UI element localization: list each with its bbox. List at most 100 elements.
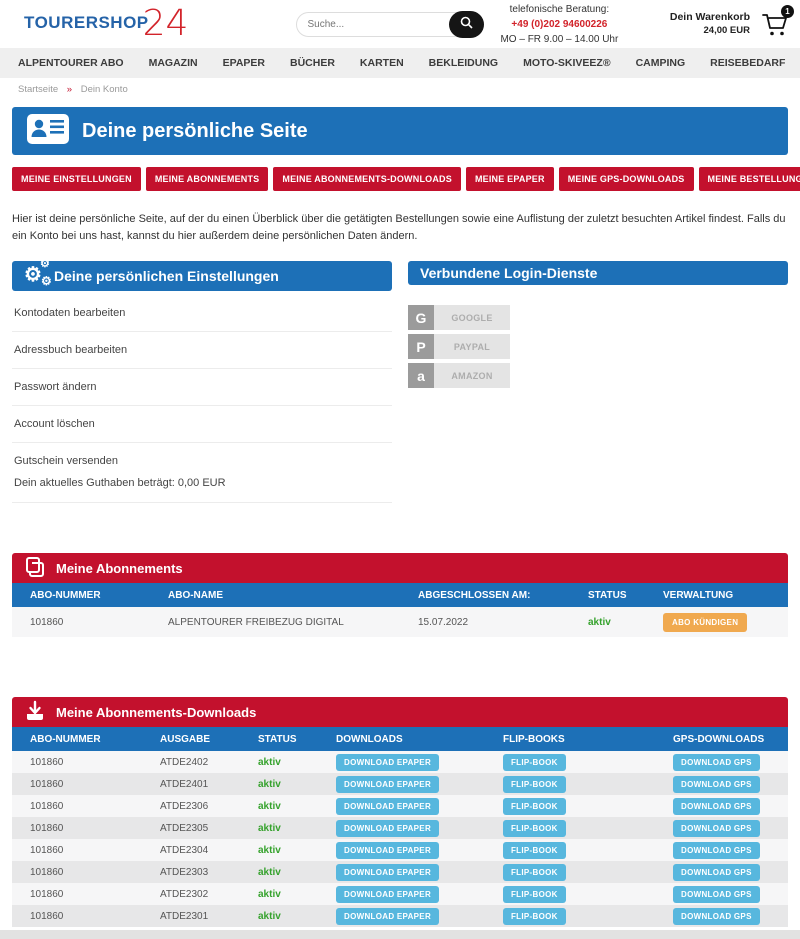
breadcrumb-separator: » (66, 84, 73, 95)
col-downloads: DOWNLOADS (336, 733, 403, 745)
dl-status: aktiv (258, 910, 281, 922)
search-input[interactable] (297, 18, 450, 30)
download-gps-button[interactable]: DOWNLOAD GPS (673, 775, 760, 793)
dl-issue: ATDE2305 (160, 822, 209, 834)
download-epaper-button[interactable]: DOWNLOAD EPAPER (336, 863, 440, 881)
download-gps-button[interactable]: DOWNLOAD GPS (673, 797, 760, 815)
download-row: 101860 ATDE2302 aktiv DOWNLOAD EPAPER FL… (12, 883, 788, 906)
phone-hours: MO – FR 9.00 – 14.00 Uhr (500, 33, 619, 45)
download-gps-button[interactable]: DOWNLOAD GPS (673, 819, 760, 837)
tab-meine-abonnements[interactable]: MEINE ABONNEMENTS (145, 167, 269, 191)
sub-number: 101860 (30, 616, 64, 628)
subscriptions-section: Meine Abonnements ABO-NUMMER ABO-NAME AB… (12, 553, 788, 638)
breadcrumb-home[interactable]: Startseite (18, 84, 59, 95)
link-kontodaten-bearbeiten[interactable]: Kontodaten bearbeiten (12, 295, 392, 333)
search-icon (460, 16, 474, 32)
sub-date: 15.07.2022 (418, 616, 469, 628)
search-box (296, 10, 485, 38)
nav-magazin[interactable]: MAGAZIN (148, 57, 198, 69)
download-gps-button[interactable]: DOWNLOAD GPS (673, 863, 760, 881)
flip-book-button[interactable]: FLIP-BOOK (503, 775, 566, 793)
tab-meine-abonnements-downloads[interactable]: MEINE ABONNEMENTS-DOWNLOADS (273, 167, 461, 191)
download-gps-button[interactable]: DOWNLOAD GPS (673, 753, 760, 771)
login-service-amazon[interactable]: a AMAZON (408, 363, 788, 389)
phone-support: telefonische Beratung: +49 (0)202 946002… (500, 2, 618, 47)
col-status: STATUS (588, 589, 627, 601)
cart-widget[interactable]: Dein Warenkorb 24,00 EUR 1 (670, 5, 794, 39)
downloads-header: Meine Abonnements-Downloads (12, 697, 788, 728)
download-epaper-button[interactable]: DOWNLOAD EPAPER (336, 885, 440, 903)
nav-karten[interactable]: KARTEN (359, 57, 404, 69)
dl-issue: ATDE2303 (160, 866, 209, 878)
nav-epaper[interactable]: EPAPER (222, 57, 265, 69)
dl-issue: ATDE2402 (160, 756, 209, 768)
flip-book-button[interactable]: FLIP-BOOK (503, 885, 566, 903)
dl-status: aktiv (258, 888, 281, 900)
login-service-paypal[interactable]: P PAYPAL (408, 334, 788, 360)
col-abo-nummer: ABO-NUMMER (30, 589, 101, 601)
nav-moto-skiveez[interactable]: MOTO-SKIVEEZ® (523, 57, 611, 69)
dl-number: 101860 (30, 778, 64, 790)
downloads-section: Meine Abonnements-Downloads ABO-NUMMER A… (12, 697, 788, 928)
intro-text: Hier ist deine persönliche Seite, auf de… (12, 213, 786, 243)
nav-bekleidung[interactable]: BEKLEIDUNG (428, 57, 499, 69)
download-gps-button[interactable]: DOWNLOAD GPS (673, 885, 760, 903)
login-services-section: Verbundene Login-Dienste G GOOGLE P PAYP… (408, 261, 788, 503)
tab-meine-gps-downloads[interactable]: MEINE GPS-DOWNLOADS (558, 167, 694, 191)
shop-logo[interactable]: TOURERSHOP 24 (24, 2, 189, 44)
dl-status: aktiv (258, 800, 281, 812)
search-button[interactable] (449, 10, 485, 38)
tab-meine-einstellungen[interactable]: MEINE EINSTELLUNGEN (12, 167, 141, 191)
phone-number[interactable]: +49 (0)202 94600226 (511, 18, 608, 30)
col-abgeschlossen-am: ABGESCHLOSSEN AM: (418, 589, 531, 601)
download-row: 101860 ATDE2401 aktiv DOWNLOAD EPAPER FL… (12, 773, 788, 796)
download-epaper-button[interactable]: DOWNLOAD EPAPER (336, 753, 440, 771)
flip-book-button[interactable]: FLIP-BOOK (503, 863, 566, 881)
download-epaper-button[interactable]: DOWNLOAD EPAPER (336, 907, 440, 925)
sub-name: ALPENTOURER FREIBEZUG DIGITAL (168, 616, 344, 628)
link-account-loeschen[interactable]: Account löschen (12, 406, 392, 444)
login-service-google[interactable]: G GOOGLE (408, 305, 788, 331)
abo-kuendigen-button[interactable]: ABO KÜNDIGEN (663, 612, 748, 632)
col-flip-books: FLIP-BOOKS (503, 733, 565, 745)
footer-strip (0, 930, 800, 939)
downloads-table-header: ABO-NUMMER AUSGABE STATUS DOWNLOADS FLIP… (12, 727, 788, 752)
paypal-icon: P (408, 334, 434, 360)
balance-text: Dein aktuelles Guthaben beträgt: 0,00 EU… (12, 473, 392, 504)
dl-status: aktiv (258, 778, 281, 790)
dl-status: aktiv (258, 844, 281, 856)
nav-reisebedarf[interactable]: REISEBEDARF (710, 57, 786, 69)
breadcrumb-current: Dein Konto (80, 84, 128, 95)
download-epaper-button[interactable]: DOWNLOAD EPAPER (336, 797, 440, 815)
flip-book-button[interactable]: FLIP-BOOK (503, 819, 566, 837)
download-gps-button[interactable]: DOWNLOAD GPS (673, 841, 760, 859)
col-status: STATUS (258, 733, 297, 745)
paypal-label: PAYPAL (434, 334, 510, 360)
account-tabs: MEINE EINSTELLUNGEN MEINE ABONNEMENTS ME… (12, 167, 800, 191)
nav-alpentourer-abo[interactable]: ALPENTOURER ABO (18, 57, 124, 69)
download-gps-button[interactable]: DOWNLOAD GPS (673, 907, 760, 925)
google-label: GOOGLE (434, 305, 510, 331)
tab-meine-bestellungen[interactable]: MEINE BESTELLUNGEN (698, 167, 800, 191)
tab-meine-epaper[interactable]: MEINE EPAPER (465, 167, 554, 191)
download-epaper-button[interactable]: DOWNLOAD EPAPER (336, 819, 440, 837)
download-epaper-button[interactable]: DOWNLOAD EPAPER (336, 775, 440, 793)
flip-book-button[interactable]: FLIP-BOOK (503, 841, 566, 859)
subscriptions-header: Meine Abonnements (12, 553, 788, 584)
link-adressbuch-bearbeiten[interactable]: Adressbuch bearbeiten (12, 332, 392, 370)
phone-line1: telefonische Beratung: (509, 3, 610, 15)
flip-book-button[interactable]: FLIP-BOOK (503, 907, 566, 925)
login-services-header: Verbundene Login-Dienste (408, 261, 788, 286)
link-gutschein-versenden[interactable]: Gutschein versenden (14, 455, 118, 468)
flip-book-button[interactable]: FLIP-BOOK (503, 797, 566, 815)
page-title-band: Deine persönliche Seite (12, 107, 788, 155)
dl-number: 101860 (30, 844, 64, 856)
link-passwort-aendern[interactable]: Passwort ändern (12, 369, 392, 407)
logo-number: 24 (142, 2, 189, 44)
download-epaper-button[interactable]: DOWNLOAD EPAPER (336, 841, 440, 859)
nav-camping[interactable]: CAMPING (635, 57, 686, 69)
flip-book-button[interactable]: FLIP-BOOK (503, 753, 566, 771)
dl-number: 101860 (30, 888, 64, 900)
id-card-icon (26, 112, 70, 151)
nav-buecher[interactable]: BÜCHER (290, 57, 335, 69)
